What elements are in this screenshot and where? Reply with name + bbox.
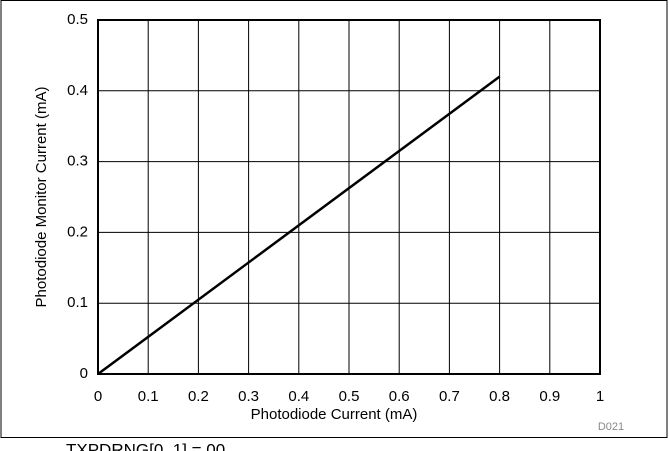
y-tick-label: 0: [80, 365, 88, 382]
legend-label: TXPDRNG[0..1] = 00: [66, 440, 225, 451]
y-tick-label: 0.4: [67, 82, 88, 99]
figure-id: D021: [598, 421, 624, 433]
x-tick-label: 0.1: [138, 388, 159, 405]
x-tick-label: 0.6: [389, 388, 410, 405]
y-tick-label: 0.5: [67, 11, 88, 28]
marks: [97, 75, 501, 376]
y-axis-title: Photodiode Monitor Current (mA): [33, 87, 50, 308]
y-tick-label: 0.1: [67, 294, 88, 311]
grid: [97, 19, 601, 375]
x-tick-label: 0.4: [288, 388, 309, 405]
x-axis-title: Photodiode Current (mA): [251, 406, 418, 423]
y-tick-label: 0.3: [67, 153, 88, 170]
x-tick-label: 0: [94, 388, 102, 405]
x-tick-label: 0.9: [539, 388, 560, 405]
plot-border: [97, 19, 601, 375]
x-tick-label: 0.8: [489, 388, 510, 405]
y-tick-label: 0.2: [67, 223, 88, 240]
frame: [0, 0, 668, 438]
x-tick-label: 0.2: [188, 388, 209, 405]
data-line: [97, 75, 501, 376]
x-tick-label: 0.5: [339, 388, 360, 405]
x-tick-label: 1: [596, 388, 604, 405]
x-tick-label: 0.7: [439, 388, 460, 405]
x-tick-label: 0.3: [238, 388, 259, 405]
